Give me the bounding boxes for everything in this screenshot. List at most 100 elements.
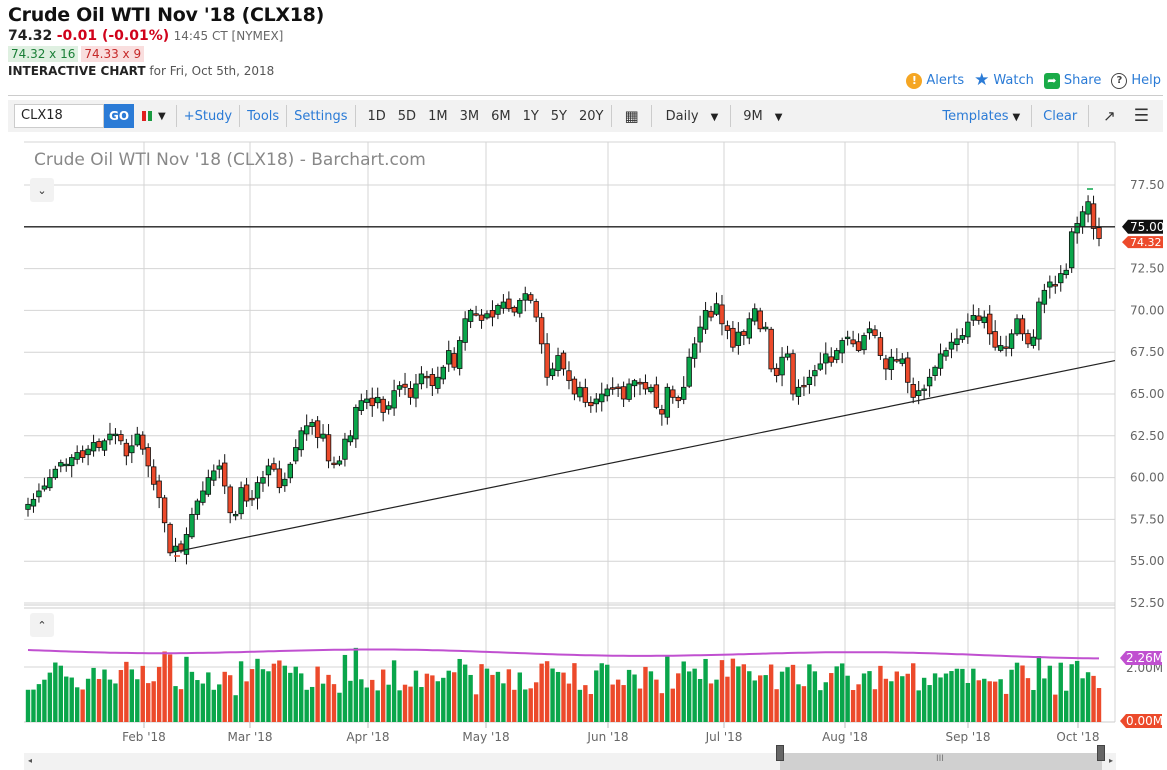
collapse-legend-button[interactable]: ⌄ bbox=[30, 178, 54, 202]
period-5d[interactable]: 5D bbox=[397, 108, 417, 124]
chevron-down-icon: ▼ bbox=[710, 111, 719, 123]
navigator-selection[interactable] bbox=[780, 753, 1102, 770]
share-label: Share bbox=[1063, 73, 1102, 88]
svg-text:Jun '18: Jun '18 bbox=[586, 730, 628, 744]
clear-button[interactable]: Clear bbox=[1043, 108, 1078, 124]
tools-button[interactable]: Tools bbox=[247, 108, 280, 124]
svg-text:67.50: 67.50 bbox=[1130, 345, 1164, 359]
period-3m[interactable]: 3M bbox=[459, 108, 480, 124]
chevron-down-icon: ⌄ bbox=[37, 183, 47, 197]
expand-volume-button[interactable]: ⌃ bbox=[30, 613, 54, 637]
svg-text:72.50: 72.50 bbox=[1130, 262, 1164, 276]
header-actions: ! Alerts ★ Watch ➦ Share ? Help bbox=[906, 72, 1161, 89]
bid-ask: 74.32 x 16 74.33 x 9 bbox=[8, 46, 324, 62]
toolbar-separator bbox=[730, 105, 732, 127]
period-6m[interactable]: 6M bbox=[491, 108, 511, 124]
chevron-up-icon: ⌃ bbox=[37, 618, 47, 632]
svg-text:Apr '18: Apr '18 bbox=[346, 730, 389, 744]
svg-text:65.00: 65.00 bbox=[1130, 387, 1164, 401]
ask-badge: 74.33 x 9 bbox=[81, 46, 145, 62]
svg-text:62.50: 62.50 bbox=[1130, 429, 1164, 443]
share-icon: ➦ bbox=[1043, 72, 1060, 89]
svg-text:52.50: 52.50 bbox=[1130, 596, 1164, 610]
svg-text:60.00: 60.00 bbox=[1130, 471, 1164, 485]
toolbar-separator bbox=[286, 105, 288, 127]
svg-text:Aug '18: Aug '18 bbox=[822, 730, 868, 744]
alerts-link[interactable]: ! Alerts bbox=[906, 72, 965, 89]
interactive-chart-label: INTERACTIVE CHART bbox=[8, 64, 146, 78]
calendar-icon[interactable]: ▦ bbox=[624, 107, 639, 125]
interval-select[interactable]: Daily ▼ bbox=[654, 109, 725, 124]
svg-text:May '18: May '18 bbox=[462, 730, 509, 744]
svg-text:55.00: 55.00 bbox=[1130, 554, 1164, 568]
navigator-left-handle[interactable] bbox=[776, 745, 784, 761]
price-change: -0.01 (-0.01%) bbox=[56, 28, 170, 44]
svg-text:Sep '18: Sep '18 bbox=[946, 730, 991, 744]
chart-subtitle: INTERACTIVE CHART for Fri, Oct 5th, 2018 bbox=[8, 64, 324, 78]
svg-text:Feb '18: Feb '18 bbox=[122, 730, 166, 744]
toolbar-separator bbox=[611, 105, 613, 127]
period-20y[interactable]: 20Y bbox=[579, 108, 604, 124]
menu-icon[interactable]: ☰ bbox=[1133, 106, 1149, 126]
svg-text:77.50: 77.50 bbox=[1130, 178, 1164, 192]
expand-icon[interactable]: ↗ bbox=[1103, 107, 1116, 125]
interval-value: Daily bbox=[665, 108, 699, 124]
range-value: 9M bbox=[743, 108, 763, 124]
help-link[interactable]: ? Help bbox=[1111, 72, 1161, 89]
toolbar-separator bbox=[1031, 105, 1033, 127]
period-1d[interactable]: 1D bbox=[367, 108, 386, 124]
svg-text:57.50: 57.50 bbox=[1130, 512, 1164, 526]
quote-header: Crude Oil WTI Nov '18 (CLX18) 74.32 -0.0… bbox=[8, 4, 324, 78]
period-5y[interactable]: 5Y bbox=[550, 108, 567, 124]
svg-text:0.00M: 0.00M bbox=[1126, 714, 1163, 728]
templates-label: Templates bbox=[942, 108, 1009, 124]
quote-time: 14:45 CT [NYMEX] bbox=[173, 29, 284, 43]
chart-type-button[interactable]: ▼ bbox=[142, 111, 166, 122]
svg-text:Oct '18: Oct '18 bbox=[1056, 730, 1099, 744]
last-price: 74.32 bbox=[8, 28, 53, 44]
templates-button[interactable]: Templates ▼ bbox=[937, 109, 1025, 124]
toolbar-separator bbox=[650, 105, 652, 127]
alerts-label: Alerts bbox=[926, 73, 965, 88]
period-1m[interactable]: 1M bbox=[428, 108, 448, 124]
instrument-title: Crude Oil WTI Nov '18 (CLX18) bbox=[8, 4, 324, 26]
toolbar-separator bbox=[175, 105, 177, 127]
watch-label: Watch bbox=[993, 73, 1034, 88]
share-link[interactable]: ➦ Share bbox=[1043, 72, 1102, 89]
help-label: Help bbox=[1131, 73, 1161, 88]
settings-button[interactable]: Settings bbox=[294, 108, 348, 124]
svg-text:74.32: 74.32 bbox=[1130, 236, 1162, 249]
toolbar-separator bbox=[1088, 105, 1090, 127]
svg-text:70.00: 70.00 bbox=[1130, 303, 1164, 317]
chevron-down-icon: ▼ bbox=[774, 111, 783, 123]
help-icon: ? bbox=[1111, 72, 1128, 89]
svg-text:Jul '18: Jul '18 bbox=[705, 730, 743, 744]
scroll-right-arrow-icon[interactable]: ▸ bbox=[1109, 756, 1114, 765]
bid-badge: 74.32 x 16 bbox=[8, 46, 79, 62]
svg-text:Mar '18: Mar '18 bbox=[227, 730, 272, 744]
toolbar-separator bbox=[354, 105, 356, 127]
candlestick-icon bbox=[142, 111, 152, 121]
toolbar-separator bbox=[239, 105, 241, 127]
chart-title: Crude Oil WTI Nov '18 (CLX18) - Barchart… bbox=[34, 150, 426, 170]
star-icon: ★ bbox=[974, 70, 990, 90]
chart-toolbar: CLX18 GO ▼ +Study Tools Settings 1D 5D 1… bbox=[8, 100, 1163, 132]
navigator-grip-icon[interactable]: III bbox=[936, 754, 944, 764]
toolbar-right: Templates ▼ Clear ↗ ☰ bbox=[937, 105, 1155, 127]
navigator-right-handle[interactable] bbox=[1097, 745, 1105, 761]
chevron-down-icon: ▼ bbox=[1012, 111, 1021, 123]
chevron-down-icon: ▼ bbox=[158, 110, 166, 122]
svg-text:2.26M: 2.26M bbox=[1126, 651, 1163, 665]
header-divider bbox=[8, 95, 1163, 96]
study-button[interactable]: +Study bbox=[183, 108, 233, 124]
scroll-left-arrow-icon[interactable]: ◂ bbox=[28, 756, 33, 765]
range-select[interactable]: 9M ▼ bbox=[733, 109, 788, 124]
go-button[interactable]: GO bbox=[104, 104, 134, 128]
chart-date: for Fri, Oct 5th, 2018 bbox=[149, 64, 275, 78]
symbol-input[interactable]: CLX18 bbox=[14, 104, 104, 128]
watch-link[interactable]: ★ Watch bbox=[974, 72, 1034, 89]
period-1y[interactable]: 1Y bbox=[522, 108, 539, 124]
svg-text:75.00: 75.00 bbox=[1130, 220, 1164, 234]
quote-line: 74.32 -0.01 (-0.01%) 14:45 CT [NYMEX] bbox=[8, 28, 324, 44]
